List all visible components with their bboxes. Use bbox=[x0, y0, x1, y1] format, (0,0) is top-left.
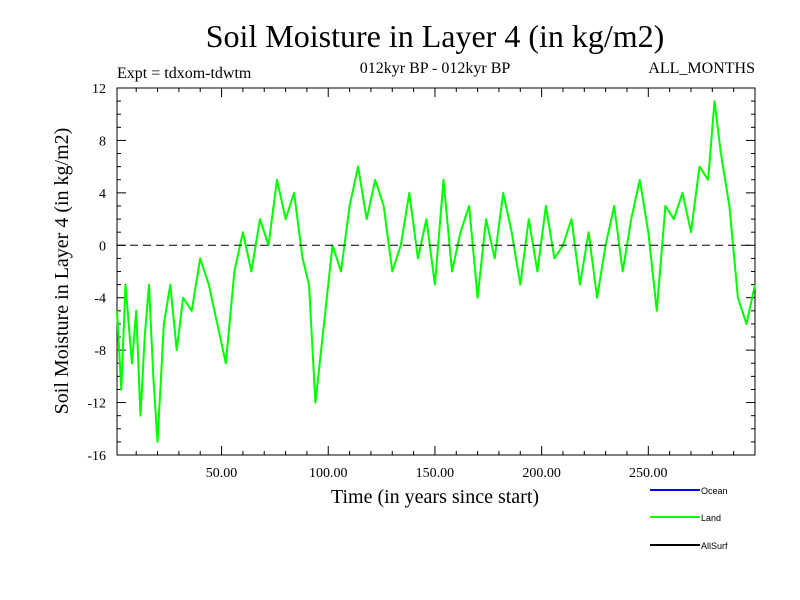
chart-subtitle-center: 012kyr BP - 012kyr BP bbox=[360, 60, 511, 77]
y-axis-ticks: -16 -12 -8 -4 0 4 8 12 bbox=[87, 82, 755, 464]
chart-subtitle-left: Expt = tdxom-tdwtm bbox=[117, 65, 252, 82]
y-tick-label: -8 bbox=[94, 344, 106, 359]
y-tick-label: 12 bbox=[92, 82, 106, 97]
x-tick-label: 150.00 bbox=[416, 466, 455, 481]
y-tick-label: 8 bbox=[99, 134, 106, 149]
y-tick-label: 4 bbox=[99, 187, 106, 202]
y-tick-label: -12 bbox=[87, 397, 106, 412]
x-tick-label: 50.00 bbox=[206, 466, 238, 481]
y-tick-label: -16 bbox=[87, 449, 106, 464]
legend-label-land: Land bbox=[701, 513, 721, 523]
legend: Ocean Land AllSurf bbox=[650, 486, 728, 551]
x-tick-label: 250.00 bbox=[629, 466, 668, 481]
y-tick-label: 0 bbox=[99, 239, 106, 254]
x-tick-label: 200.00 bbox=[522, 466, 561, 481]
y-axis-label: Soil Moisture in Layer 4 (in kg/m2) bbox=[51, 128, 73, 415]
x-tick-label: 100.00 bbox=[309, 466, 348, 481]
legend-label-allsurf: AllSurf bbox=[701, 541, 728, 551]
x-axis-label: Time (in years since start) bbox=[331, 486, 539, 508]
legend-label-ocean: Ocean bbox=[701, 486, 728, 496]
chart-subtitle-right: ALL_MONTHS bbox=[648, 60, 755, 77]
series-lines bbox=[116, 100, 756, 443]
x-axis-ticks: 50.00 100.00 150.00 200.00 250.00 bbox=[206, 88, 668, 481]
series-line-land bbox=[116, 100, 756, 443]
chart-title: Soil Moisture in Layer 4 (in kg/m2) bbox=[206, 18, 665, 54]
y-tick-label: -4 bbox=[94, 292, 106, 307]
